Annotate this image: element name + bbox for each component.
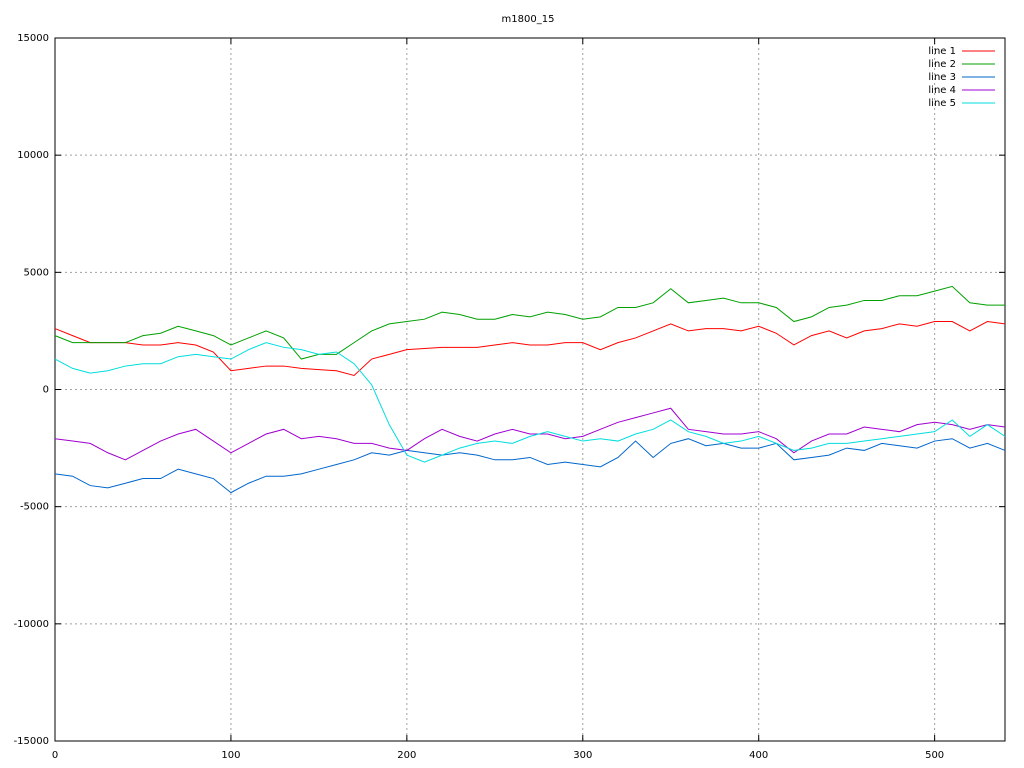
data-line <box>54 438 1006 494</box>
y-tick-label: -10000 <box>14 619 49 630</box>
x-tick-label: 0 <box>52 750 58 761</box>
data-line <box>54 285 1005 360</box>
data-line <box>54 321 1006 376</box>
x-tick-label: 200 <box>397 750 416 761</box>
y-tick-label: 0 <box>43 385 49 396</box>
y-tick-label: 10000 <box>17 150 49 161</box>
data-line <box>54 407 1006 461</box>
x-tick-label: 300 <box>573 750 592 761</box>
legend-label: line 5 <box>928 98 956 109</box>
legend-label: line 3 <box>928 72 956 83</box>
legend-label: line 4 <box>928 85 956 96</box>
y-tick-label: 5000 <box>24 267 49 278</box>
x-tick-label: 100 <box>221 750 240 761</box>
legend-label: line 1 <box>928 46 956 57</box>
x-tick-label: 500 <box>925 750 944 761</box>
data-line <box>54 342 1006 463</box>
y-tick-label: -15000 <box>14 736 49 747</box>
legend-label: line 2 <box>928 59 956 70</box>
y-tick-label: -5000 <box>20 502 49 513</box>
chart-title: m1800_15 <box>502 14 555 25</box>
plot-frame <box>54 37 1006 742</box>
x-tick-label: 400 <box>749 750 768 761</box>
y-tick-label: 15000 <box>17 33 49 44</box>
